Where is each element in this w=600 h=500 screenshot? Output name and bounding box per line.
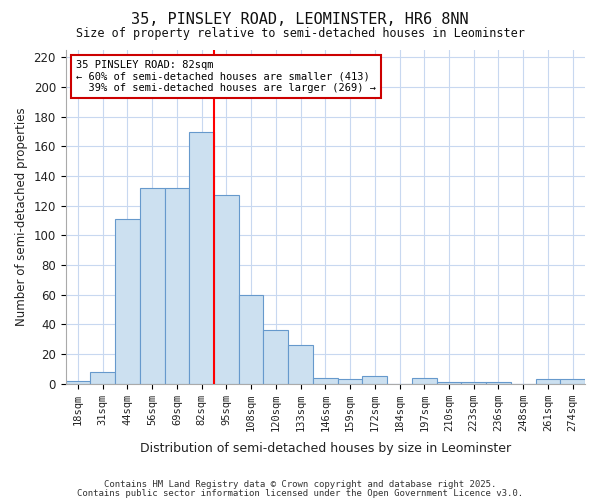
Bar	[486, 382, 511, 384]
Text: 35 PINSLEY ROAD: 82sqm
← 60% of semi-detached houses are smaller (413)
  39% of : 35 PINSLEY ROAD: 82sqm ← 60% of semi-det…	[76, 60, 376, 93]
Bar	[115, 219, 140, 384]
Text: Size of property relative to semi-detached houses in Leominster: Size of property relative to semi-detach…	[76, 28, 524, 40]
Bar	[140, 188, 164, 384]
Text: 35, PINSLEY ROAD, LEOMINSTER, HR6 8NN: 35, PINSLEY ROAD, LEOMINSTER, HR6 8NN	[131, 12, 469, 28]
Text: Contains public sector information licensed under the Open Government Licence v3: Contains public sector information licen…	[77, 489, 523, 498]
Bar	[560, 379, 585, 384]
Y-axis label: Number of semi-detached properties: Number of semi-detached properties	[15, 108, 28, 326]
Bar	[461, 382, 486, 384]
Bar	[164, 188, 190, 384]
Bar	[239, 294, 263, 384]
Bar	[412, 378, 437, 384]
Bar	[214, 196, 239, 384]
Text: Contains HM Land Registry data © Crown copyright and database right 2025.: Contains HM Land Registry data © Crown c…	[104, 480, 496, 489]
Bar	[536, 379, 560, 384]
Bar	[437, 382, 461, 384]
Bar	[288, 345, 313, 384]
Bar	[263, 330, 288, 384]
X-axis label: Distribution of semi-detached houses by size in Leominster: Distribution of semi-detached houses by …	[140, 442, 511, 455]
Bar	[91, 372, 115, 384]
Bar	[65, 380, 91, 384]
Bar	[190, 132, 214, 384]
Bar	[313, 378, 338, 384]
Bar	[338, 379, 362, 384]
Bar	[362, 376, 387, 384]
